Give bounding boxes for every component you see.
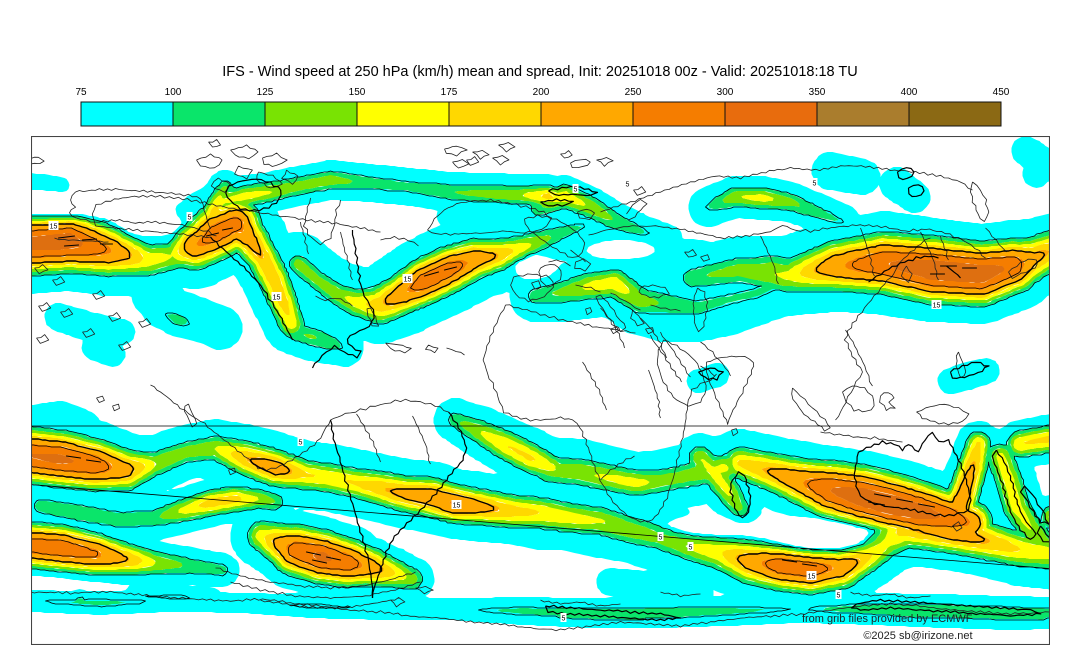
svg-text:15: 15 (403, 277, 411, 284)
svg-text:200: 200 (533, 87, 550, 98)
svg-text:350: 350 (809, 87, 826, 98)
svg-text:15: 15 (452, 503, 460, 510)
svg-text:75: 75 (75, 87, 87, 98)
svg-text:450: 450 (993, 87, 1010, 98)
svg-text:250: 250 (625, 87, 642, 98)
svg-text:5: 5 (812, 181, 816, 188)
svg-text:5: 5 (187, 215, 191, 222)
svg-text:5: 5 (658, 535, 662, 542)
svg-text:©2025 sb@irizone.net: ©2025 sb@irizone.net (863, 630, 972, 642)
svg-text:15: 15 (272, 295, 280, 302)
svg-text:5: 5 (836, 593, 840, 600)
svg-text:100: 100 (165, 87, 182, 98)
svg-text:5: 5 (625, 182, 629, 189)
svg-text:15: 15 (807, 574, 815, 581)
svg-text:300: 300 (717, 87, 734, 98)
svg-text:5: 5 (573, 187, 577, 194)
svg-text:400: 400 (901, 87, 918, 98)
svg-text:125: 125 (257, 87, 274, 98)
svg-text:15: 15 (932, 303, 940, 310)
svg-text:15: 15 (49, 224, 57, 231)
svg-text:5: 5 (688, 545, 692, 552)
svg-text:5: 5 (561, 616, 565, 623)
svg-text:175: 175 (441, 87, 458, 98)
svg-text:150: 150 (349, 87, 366, 98)
svg-text:from grib files provided by EC: from grib files provided by ECMWF (801, 613, 972, 625)
svg-text:5: 5 (298, 440, 302, 447)
